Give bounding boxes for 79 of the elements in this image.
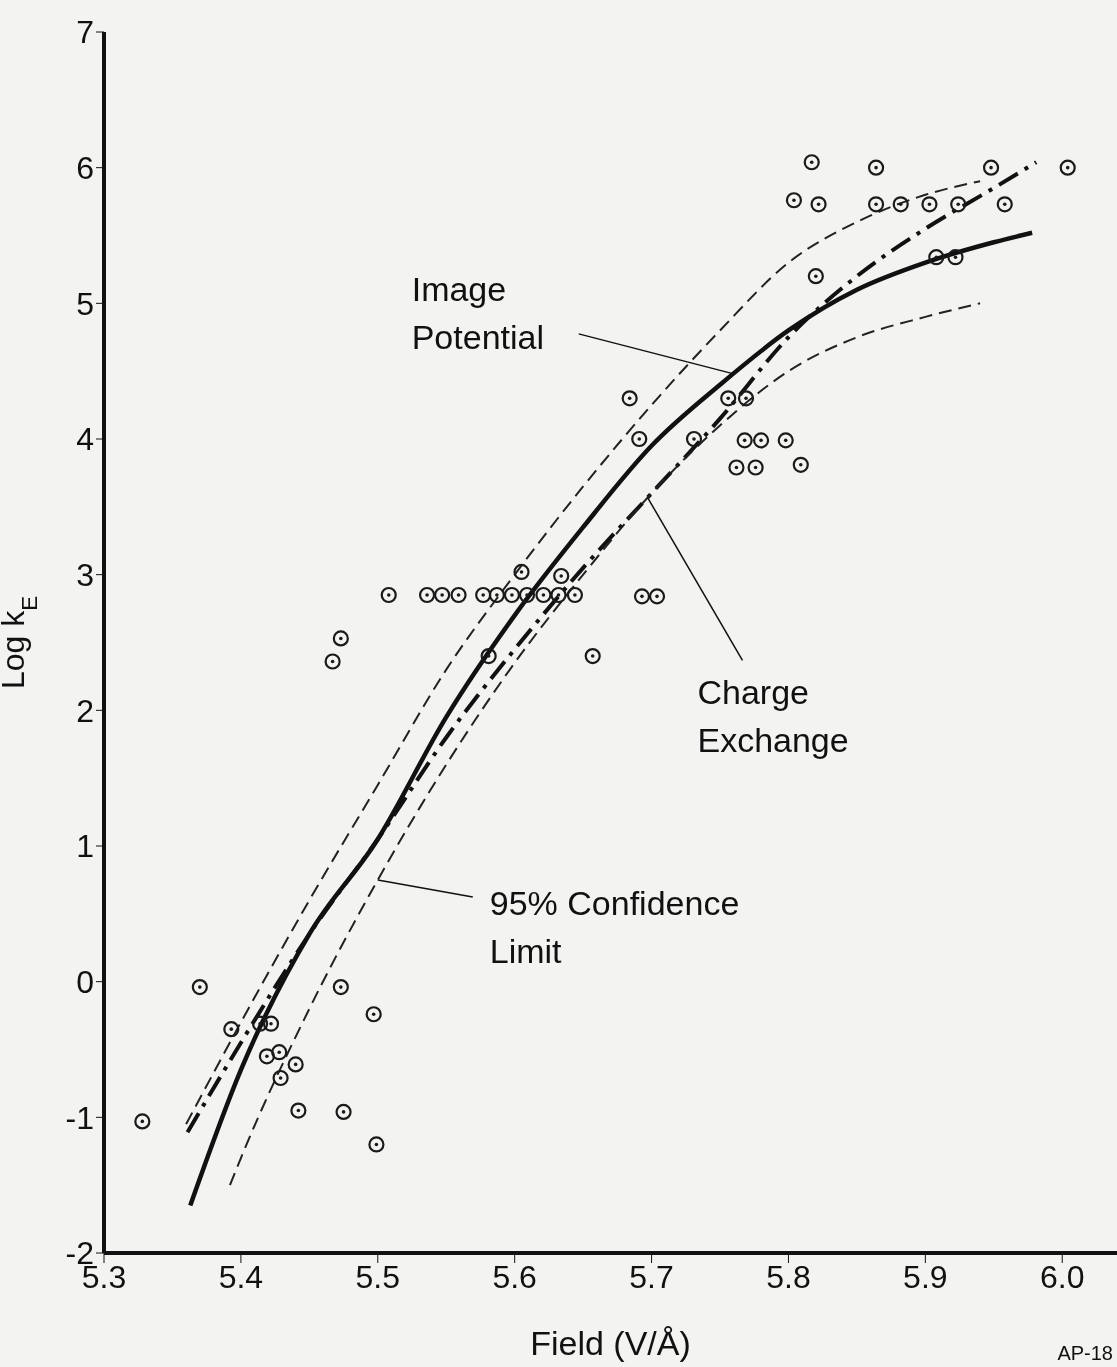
point: [867, 159, 885, 176]
point: [488, 586, 505, 604]
point: [950, 196, 967, 213]
x-tick-label: 6.0: [1040, 1258, 1085, 1295]
point: [134, 1113, 151, 1130]
point: [380, 586, 397, 604]
point: [191, 978, 208, 996]
point: [272, 1069, 289, 1087]
annotation: Charge Exchange: [697, 673, 849, 760]
point: [648, 588, 666, 605]
point: [368, 1136, 385, 1153]
point: [947, 249, 964, 266]
point: [807, 268, 824, 285]
x-tick-label: 5.4: [218, 1258, 264, 1295]
point: [792, 456, 809, 473]
point: [324, 653, 341, 670]
point: [566, 586, 584, 604]
point: [287, 1056, 304, 1073]
point: [921, 196, 938, 213]
point: [332, 630, 349, 647]
point: [434, 586, 451, 604]
point: [553, 567, 570, 585]
point: [450, 586, 467, 604]
point: [258, 1048, 275, 1065]
point: [271, 1044, 288, 1061]
x-tick-label: 5.5: [355, 1258, 401, 1295]
y-tick-label: 5: [76, 285, 94, 322]
point: [262, 1015, 280, 1032]
y-tick-label: 7: [76, 14, 94, 51]
y-tick-label: 6: [76, 150, 94, 187]
point: [785, 192, 803, 209]
point: [720, 390, 737, 407]
point: [332, 978, 349, 996]
point: [752, 432, 770, 449]
point: [1059, 159, 1076, 176]
point: [365, 1006, 382, 1023]
y-tick-label: 0: [76, 964, 94, 1001]
point: [418, 586, 436, 604]
point: [810, 196, 827, 213]
point: [335, 1103, 352, 1121]
point: [475, 586, 492, 604]
point: [584, 647, 601, 665]
y-tick-label: 2: [76, 692, 94, 729]
point: [550, 586, 567, 604]
annotation: 95% Confidence Limit: [489, 883, 740, 970]
text: AP-18: [1057, 1342, 1113, 1365]
point: [621, 390, 638, 407]
y-tick-label: -1: [65, 1099, 94, 1136]
x-tick-label: 5.7: [629, 1258, 674, 1295]
y-tick-label: 3: [76, 557, 94, 594]
point: [535, 586, 552, 604]
point: [685, 430, 703, 448]
y-tick-label: 4: [76, 421, 94, 458]
y-tick-label: 1: [76, 828, 94, 865]
point: [737, 390, 755, 407]
point: [892, 196, 909, 213]
point: [867, 196, 885, 213]
x-axis-title: Field (V/Å): [530, 1324, 691, 1362]
point: [503, 586, 521, 604]
point: [290, 1102, 307, 1119]
point: [251, 1015, 269, 1032]
point: [982, 159, 1000, 176]
point: [518, 586, 536, 604]
point: [747, 459, 764, 476]
point: [480, 647, 497, 665]
point: [736, 432, 753, 449]
point: [728, 459, 745, 476]
point: [996, 196, 1013, 213]
point: [513, 563, 530, 581]
point: [777, 432, 794, 449]
x-tick-label: 5.9: [903, 1258, 948, 1295]
point: [223, 1021, 240, 1038]
x-tick-label: 5.6: [492, 1258, 537, 1295]
point: [631, 430, 648, 448]
point: [803, 154, 820, 171]
x-tick-label: 5.8: [766, 1258, 811, 1295]
point: [928, 249, 945, 266]
point: [633, 588, 651, 605]
annotation: Image Potential: [411, 269, 545, 356]
